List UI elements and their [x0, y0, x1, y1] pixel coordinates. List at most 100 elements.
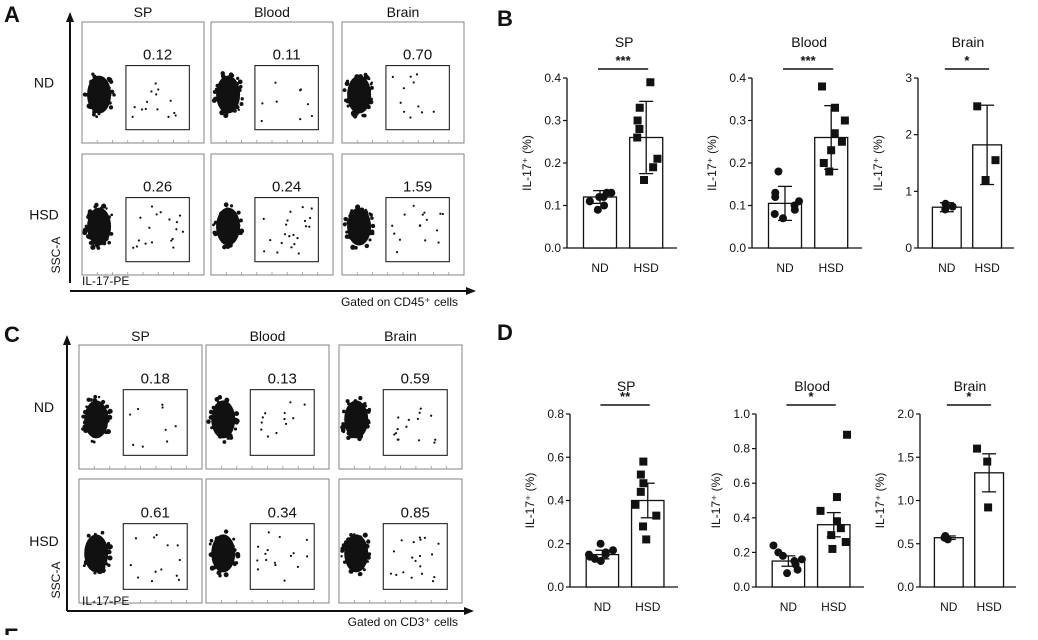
cluster-dot [358, 395, 363, 401]
cluster-dot [362, 415, 368, 421]
x-tick-label: HSD [634, 261, 660, 275]
cluster-dot [227, 233, 231, 237]
cluster-dot [368, 238, 372, 242]
event-dot [156, 108, 159, 111]
event-dot [392, 550, 396, 553]
cluster-dot [211, 405, 216, 410]
cluster-dot [224, 76, 228, 80]
event-dot [161, 403, 164, 406]
cluster-dot [230, 412, 234, 416]
cluster-dot [345, 543, 349, 547]
cluster-dot [223, 202, 229, 208]
cluster-dot [231, 89, 238, 95]
cluster-dot [360, 558, 364, 563]
x-tick-label: HSD [821, 600, 847, 614]
cluster-dot [100, 403, 104, 406]
cluster-dot [222, 440, 227, 444]
data-point-hsd [639, 522, 648, 531]
flow-plot: 0.24 [210, 153, 334, 276]
cluster-dot [232, 221, 237, 226]
y-axis-label: IL-17⁺ (%) [705, 135, 719, 191]
event-dot [176, 544, 179, 547]
cluster-dot [104, 405, 108, 408]
event-dot [289, 401, 292, 404]
cluster-dot [214, 396, 220, 402]
cluster-dot [89, 88, 94, 93]
column-header-2: Brain [387, 4, 420, 20]
gate-percentage: 0.11 [273, 47, 301, 64]
cluster-dot [210, 426, 214, 430]
cell-cluster [82, 202, 114, 250]
cluster-dot [97, 246, 101, 250]
cluster-dot [342, 430, 346, 434]
data-point-hsd [639, 457, 648, 466]
event-dot [393, 433, 396, 436]
event-dot [161, 406, 164, 409]
cluster-dot [348, 415, 352, 419]
cluster-dot [344, 234, 350, 239]
event-dot [421, 213, 424, 216]
cluster-dot [359, 207, 365, 212]
cluster-dot [342, 545, 347, 549]
cluster-dot [214, 543, 219, 548]
y-tick-label: 0.2 [729, 156, 746, 170]
data-point-nd [584, 550, 593, 559]
event-dot [283, 233, 287, 236]
cluster-dot [85, 405, 88, 409]
cluster-dot [213, 560, 218, 565]
significance-stars: * [966, 389, 972, 404]
cluster-dot [345, 79, 350, 84]
cluster-dot [96, 229, 100, 232]
data-point-nd [941, 531, 950, 540]
cluster-dot [349, 210, 355, 216]
y-tick-label: 0.4 [729, 71, 746, 85]
event-dot [310, 207, 313, 210]
y-tick-label: 0.0 [547, 580, 564, 594]
data-point-hsd [639, 479, 648, 488]
y-tick-label: 0.1 [729, 199, 746, 213]
event-dot [154, 82, 157, 85]
event-dot [136, 407, 140, 411]
cluster-dot [90, 546, 96, 552]
cluster-dot [229, 243, 233, 248]
y-axis-label: IL-17⁺ (%) [520, 135, 534, 191]
cluster-dot [108, 101, 112, 105]
event-dot [403, 110, 406, 113]
cluster-dot [346, 430, 352, 436]
cluster-dot [102, 238, 107, 242]
data-point-hsd [981, 176, 990, 184]
event-dot [393, 232, 396, 235]
event-dot [150, 580, 154, 583]
cluster-dot [223, 237, 229, 242]
chart-title: Blood [794, 378, 830, 394]
event-dot [441, 212, 444, 216]
cluster-dot [232, 548, 237, 553]
cluster-dot [88, 240, 93, 246]
cluster-dot [355, 106, 360, 111]
cluster-dot [208, 415, 214, 420]
cluster-dot [357, 572, 362, 577]
cluster-dot [238, 88, 242, 92]
cluster-dot [236, 210, 241, 215]
y-tick-label: 0 [905, 241, 912, 255]
cluster-dot [107, 240, 111, 245]
cluster-dot [94, 399, 98, 403]
gate-percentage: 0.85 [401, 505, 430, 522]
cluster-dot [219, 85, 224, 90]
y-axis-label: IL-17⁺ (%) [871, 135, 885, 191]
event-dot [414, 559, 417, 563]
y-axis-label: IL-17⁺ (%) [523, 473, 537, 529]
x-tick-label: ND [594, 600, 612, 614]
event-dot [173, 111, 176, 115]
cluster-dot [355, 82, 358, 85]
cluster-dot [229, 219, 233, 223]
cluster-dot [96, 557, 100, 561]
event-dot [150, 90, 153, 93]
event-dot [310, 114, 314, 118]
cluster-dot [363, 72, 368, 77]
cluster-dot [360, 410, 364, 414]
cell-cluster [342, 204, 376, 250]
cluster-dot [360, 217, 364, 221]
event-dot [275, 431, 278, 435]
cluster-dot [356, 227, 360, 232]
